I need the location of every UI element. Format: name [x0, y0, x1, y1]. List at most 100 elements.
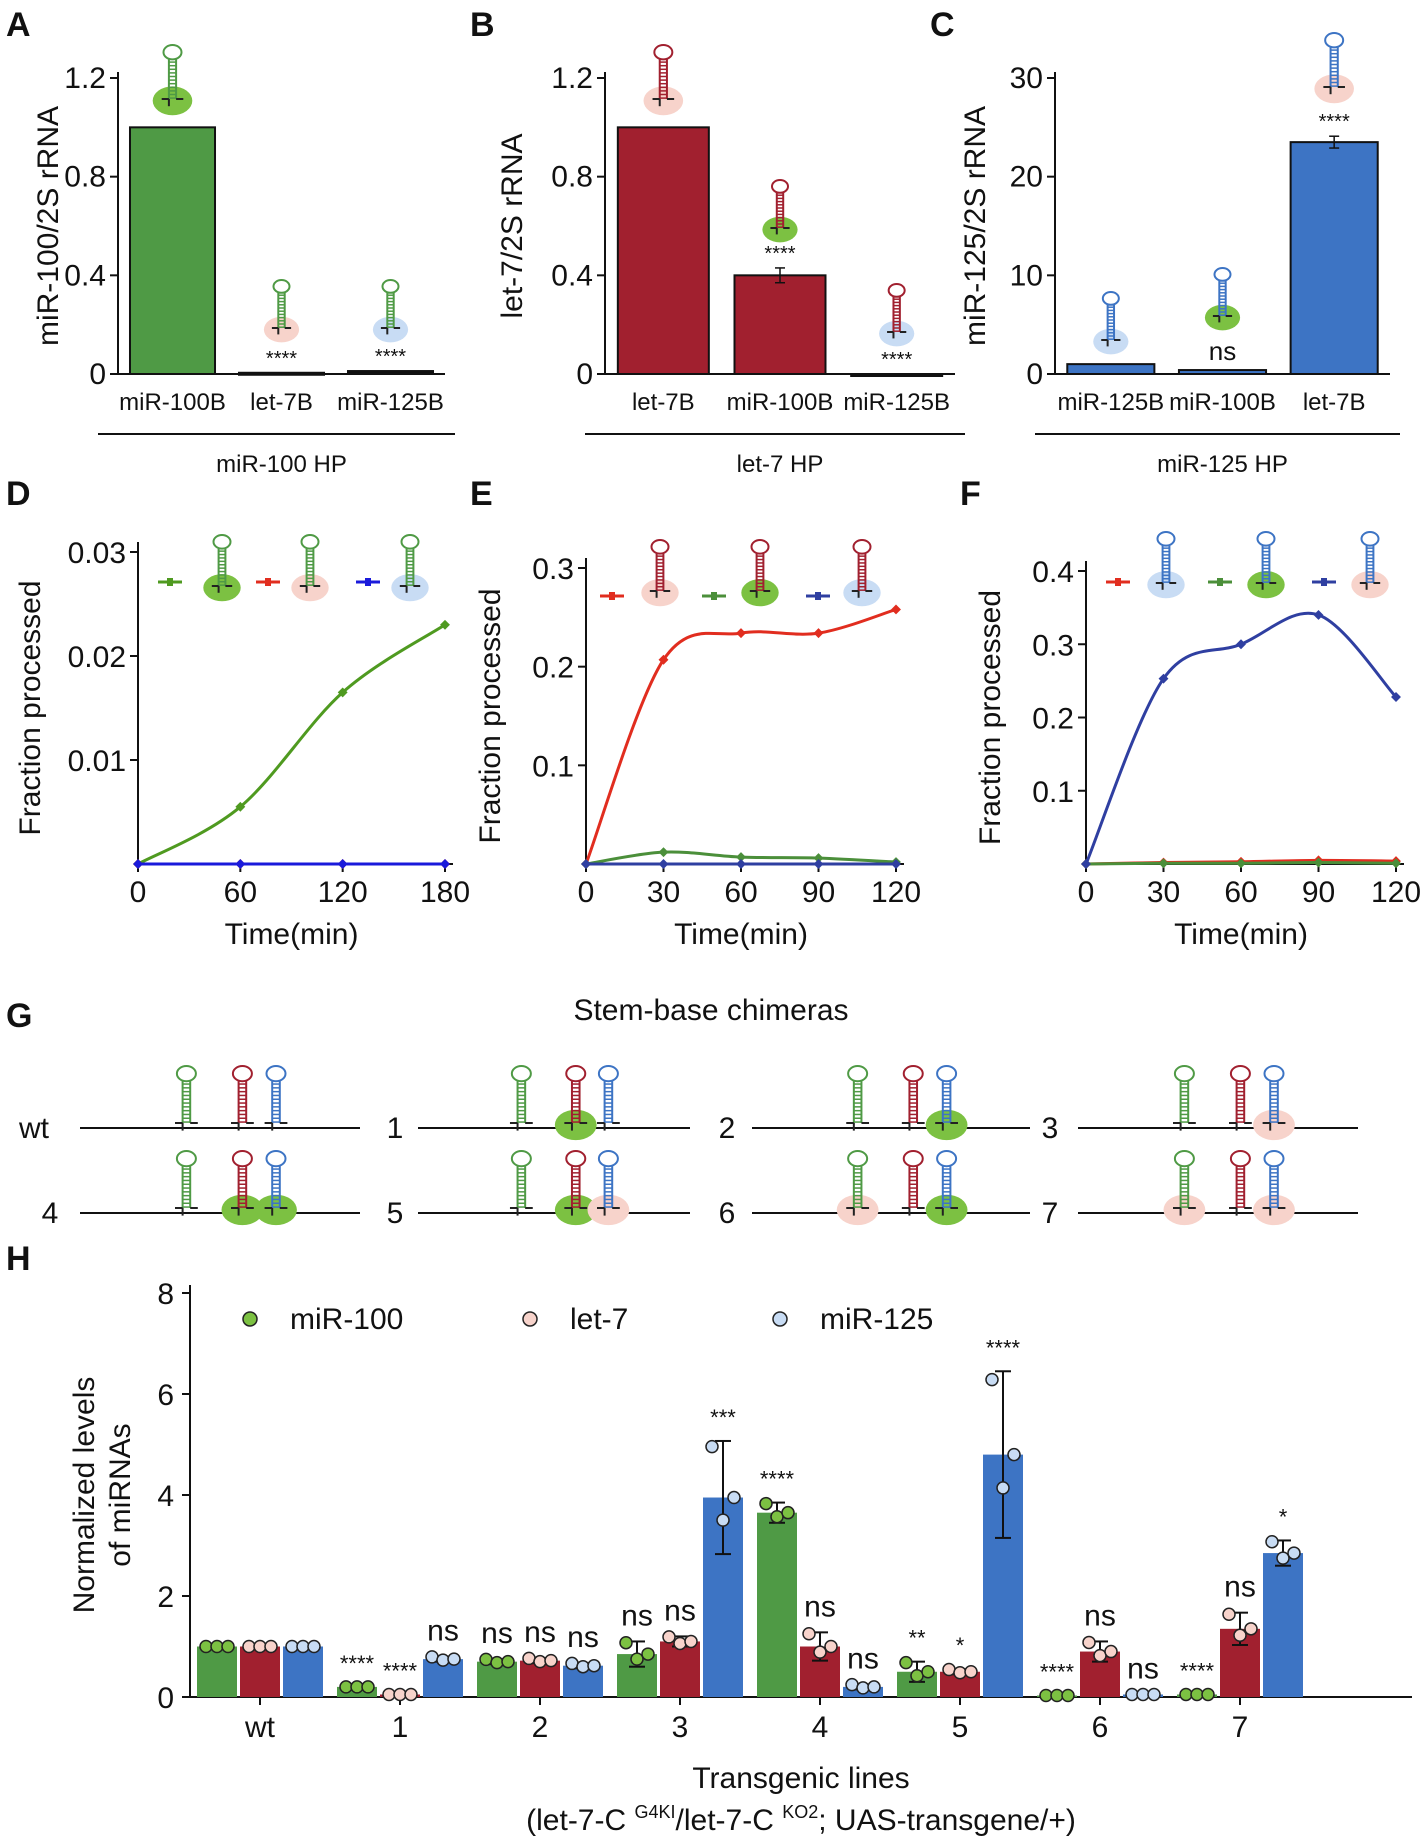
stem-base-ellipse [291, 574, 329, 602]
construct-label: 5 [387, 1197, 404, 1230]
x-axis-subtitle-part: (let-7-C [526, 1804, 634, 1837]
hairpin-icon [925, 1150, 968, 1226]
significance-label: *** [710, 1405, 736, 1430]
category-label: miR-100B [119, 389, 226, 416]
replicate-point [619, 1635, 633, 1650]
panel-d-line-chart: 0.01 0.02 0.03 0 60 120 180 Time(min) Fraction p… [14, 534, 470, 951]
panel-letter-e: E [470, 475, 493, 513]
y-tick-label: 30 [1010, 62, 1043, 95]
replicate-point [522, 1651, 536, 1666]
category-label: let-7B [250, 389, 313, 416]
x-axis-title: Transgenic lines [692, 1762, 909, 1795]
panel-letter-f: F [960, 475, 981, 513]
terminal-loop [847, 1150, 869, 1168]
data-point [133, 859, 143, 869]
hairpin-icon [879, 283, 915, 347]
terminal-loop [265, 1150, 287, 1168]
legend-marker [365, 578, 371, 586]
bar [283, 1646, 323, 1697]
y-tick-label: 8 [157, 1278, 174, 1311]
data-point [658, 654, 669, 665]
replicate-point [705, 1439, 719, 1454]
terminal-loop [847, 1065, 869, 1083]
significance-label: **** [986, 1335, 1021, 1360]
replicate-point [242, 1639, 256, 1654]
hairpin-icon [741, 539, 779, 607]
y-tick-label: 0.01 [68, 745, 126, 778]
hairpin-icon [175, 1150, 198, 1216]
stem-base-ellipse [1204, 304, 1241, 331]
category-label: 2 [532, 1711, 549, 1744]
legend-label: let-7 [570, 1303, 628, 1336]
bar [850, 373, 944, 377]
stem-base-ellipse [1093, 328, 1129, 355]
hairpin-icon [1147, 531, 1185, 599]
x-axis-title: Time(min) [225, 918, 359, 951]
significance-label: **** [881, 349, 912, 371]
replicate-point [781, 1505, 795, 1520]
hairpin-icon [554, 1065, 597, 1141]
y-tick-label: 0 [89, 358, 106, 391]
terminal-loop [1213, 267, 1232, 282]
legend-marker [242, 1311, 258, 1327]
terminal-loop [1263, 1150, 1285, 1168]
replicate-point [544, 1653, 558, 1668]
replicate-point [1136, 1687, 1150, 1702]
data-point [813, 853, 824, 864]
construct-label: 4 [42, 1197, 59, 1230]
y-tick-label: 4 [157, 1480, 174, 1513]
replicate-point [447, 1652, 461, 1666]
y-tick-label: 0.4 [64, 259, 106, 292]
y-tick-label: 1.2 [64, 62, 106, 95]
terminal-loop [1324, 32, 1345, 49]
hairpin-icon [264, 1065, 288, 1131]
construct-label: wt [18, 1112, 50, 1145]
terminal-loop [750, 539, 770, 555]
x-tick-label: 90 [1302, 876, 1335, 909]
stem-base-ellipse [925, 1109, 968, 1141]
hairpin-icon [1173, 1065, 1196, 1131]
terminal-loop [1229, 1150, 1251, 1168]
replicate-point [630, 1652, 644, 1666]
data-point [440, 619, 450, 630]
y-tick-label: 0.3 [532, 553, 574, 586]
replicate-point [1233, 1628, 1247, 1643]
stem-base-ellipse [203, 574, 241, 602]
bar [733, 274, 827, 376]
terminal-loop [381, 279, 400, 294]
hairpin-icon [843, 539, 881, 607]
data-point [235, 859, 246, 869]
replicate-point [845, 1677, 859, 1692]
hairpin-icon [597, 1065, 620, 1131]
replicate-point [921, 1665, 935, 1679]
hairpin-icon [509, 1150, 533, 1216]
terminal-loop [510, 1150, 532, 1168]
data-point [235, 801, 246, 812]
replicate-point [210, 1639, 224, 1654]
construct-label: 3 [1042, 1112, 1059, 1145]
y-axis-title-line: Normalized levels [68, 1377, 101, 1614]
replicate-point [942, 1662, 956, 1677]
y-tick-label: 0.02 [68, 641, 126, 674]
y-axis-title: Fraction processed [974, 590, 1007, 845]
x-tick-label: 0 [1078, 876, 1095, 909]
category-label: let-7B [1303, 389, 1366, 416]
x-tick-label: 120 [318, 876, 368, 909]
x-tick-label: 0 [130, 876, 147, 909]
replicate-point [425, 1650, 439, 1664]
replicate-point [576, 1659, 590, 1674]
replicate-point [221, 1639, 235, 1654]
category-label: let-7B [632, 389, 695, 416]
significance-label: ns [481, 1617, 513, 1650]
terminal-loop [300, 534, 320, 550]
terminal-loop [936, 1150, 958, 1168]
terminal-loop [175, 1065, 197, 1083]
significance-label: **** [1319, 111, 1350, 133]
replicate-point [253, 1639, 267, 1654]
y-tick-label: 0.3 [1032, 629, 1074, 662]
construct-label: 7 [1042, 1197, 1059, 1230]
replicate-point [490, 1655, 504, 1670]
panel-b-bar-chart: 0 0.4 0.8 1.2 let-7/2S rRNA let-7B **** miR-100… [496, 44, 965, 478]
replicate-point [533, 1654, 547, 1669]
